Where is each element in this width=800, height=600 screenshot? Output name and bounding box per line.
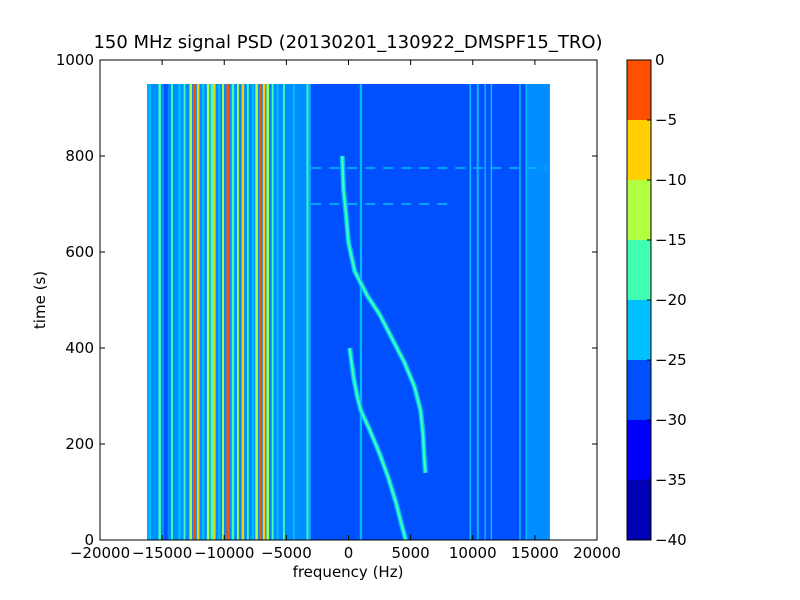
- heatmap-vertical-line: [210, 84, 214, 540]
- y-tick-label: 200: [65, 435, 94, 453]
- heatmap-vertical-line: [262, 84, 266, 540]
- heatmap-vertical-line: [490, 84, 493, 540]
- y-tick-label: 800: [65, 147, 94, 165]
- heatmap-vertical-line: [306, 84, 309, 540]
- heatmap-vertical-line: [231, 84, 235, 540]
- doppler-trace: [348, 347, 407, 541]
- colorbar-tick-label: −15: [655, 231, 687, 249]
- heatmap-vertical-line: [359, 84, 363, 540]
- x-tick-label: −5000: [261, 544, 312, 562]
- heatmap-vertical-line: [525, 84, 527, 540]
- heatmap-vertical-line: [178, 84, 181, 540]
- x-tick-label: −20000: [70, 544, 130, 562]
- heatmap-vertical-line: [218, 84, 221, 540]
- y-axis: 0 200 400 600 800 1000: [56, 51, 597, 549]
- heatmap-vertical-line: [476, 84, 479, 540]
- y-tick-label: 0: [84, 531, 94, 549]
- heatmap-layer: [147, 84, 550, 541]
- colorbar-tick-label: −30: [655, 411, 687, 429]
- colorbar-tick-label: −40: [655, 531, 687, 549]
- x-tick-label: −10000: [194, 544, 254, 562]
- heatmap-vertical-line: [189, 84, 192, 540]
- heatmap-vertical-line: [519, 84, 521, 540]
- colorbar-tick-label: −5: [655, 111, 677, 129]
- heatmap-vertical-line: [241, 84, 245, 540]
- colorbar-segment: [627, 420, 651, 480]
- heatmap-vertical-line: [206, 84, 210, 540]
- heatmap-vertical-line: [183, 84, 186, 540]
- x-tick-label: 15000: [511, 544, 559, 562]
- colorbar-segment: [627, 300, 651, 360]
- colorbar-segment: [627, 360, 651, 420]
- colorbar-segment: [627, 480, 651, 540]
- x-axis-label: frequency (Hz): [293, 563, 404, 581]
- heatmap-vertical-line: [469, 84, 472, 540]
- heatmap-vertical-line: [292, 84, 295, 540]
- colorbar-tick-label: −10: [655, 171, 687, 189]
- plot-area: −20000 −15000 −10000 −5000 0 5000 10000 15000 20…: [56, 51, 621, 562]
- colorbar-segment: [627, 120, 651, 180]
- heatmap-vertical-line: [259, 84, 262, 540]
- y-axis-label: time (s): [31, 271, 49, 329]
- x-tick-label: 20000: [573, 544, 621, 562]
- heatmap-vertical-line: [163, 84, 168, 540]
- heatmap-vertical-line: [246, 84, 249, 540]
- colorbar-tick-label: 0: [655, 51, 665, 69]
- heatmap-vertical-line: [309, 84, 311, 540]
- x-tick-label: −15000: [132, 544, 192, 562]
- heatmap-vertical-line: [158, 84, 161, 540]
- heatmap-vertical-line: [282, 84, 285, 540]
- x-axis: −20000 −15000 −10000 −5000 0 5000 10000 15000 20…: [70, 60, 621, 562]
- y-tick-label: 1000: [56, 51, 94, 69]
- heatmap-vertical-line: [148, 84, 151, 540]
- colorbar-tick-label: −35: [655, 471, 687, 489]
- heatmap-vertical-line: [192, 84, 196, 540]
- heatmap-vertical-line: [226, 84, 230, 540]
- colorbar-segment: [627, 240, 651, 300]
- x-tick-label: 10000: [449, 544, 497, 562]
- colorbar-segment: [627, 60, 651, 120]
- y-tick-label: 600: [65, 243, 94, 261]
- doppler-trace: [341, 155, 427, 473]
- colorbar-tick-label: −25: [655, 351, 687, 369]
- heatmap-vertical-line: [236, 84, 239, 540]
- heatmap-vertical-line: [213, 84, 216, 540]
- heatmap-vertical-line: [484, 84, 486, 540]
- heatmap-vertical-line: [276, 84, 279, 540]
- heatmap-vertical-line: [201, 84, 205, 540]
- x-tick-label: 5000: [392, 544, 430, 562]
- heatmap-vertical-line: [196, 84, 200, 540]
- colorbar: −40 −35 −30 −25 −20 −15 −10 −5 0: [626, 51, 687, 549]
- chart-title: 150 MHz signal PSD (20130201_130922_DMSP…: [93, 32, 602, 53]
- heatmap-vertical-line: [251, 84, 254, 540]
- heatmap-right-band: [526, 84, 550, 540]
- colorbar-segment: [627, 180, 651, 240]
- heatmap-vertical-line: [222, 84, 224, 540]
- heatmap-vertical-line: [255, 84, 258, 540]
- y-tick-label: 400: [65, 339, 94, 357]
- colorbar-tick-label: −20: [655, 291, 687, 309]
- heatmap-vertical-line: [171, 84, 173, 540]
- heatmap-vertical-line: [271, 84, 274, 540]
- x-tick-label: 0: [344, 544, 354, 562]
- heatmap-vertical-line: [266, 84, 269, 540]
